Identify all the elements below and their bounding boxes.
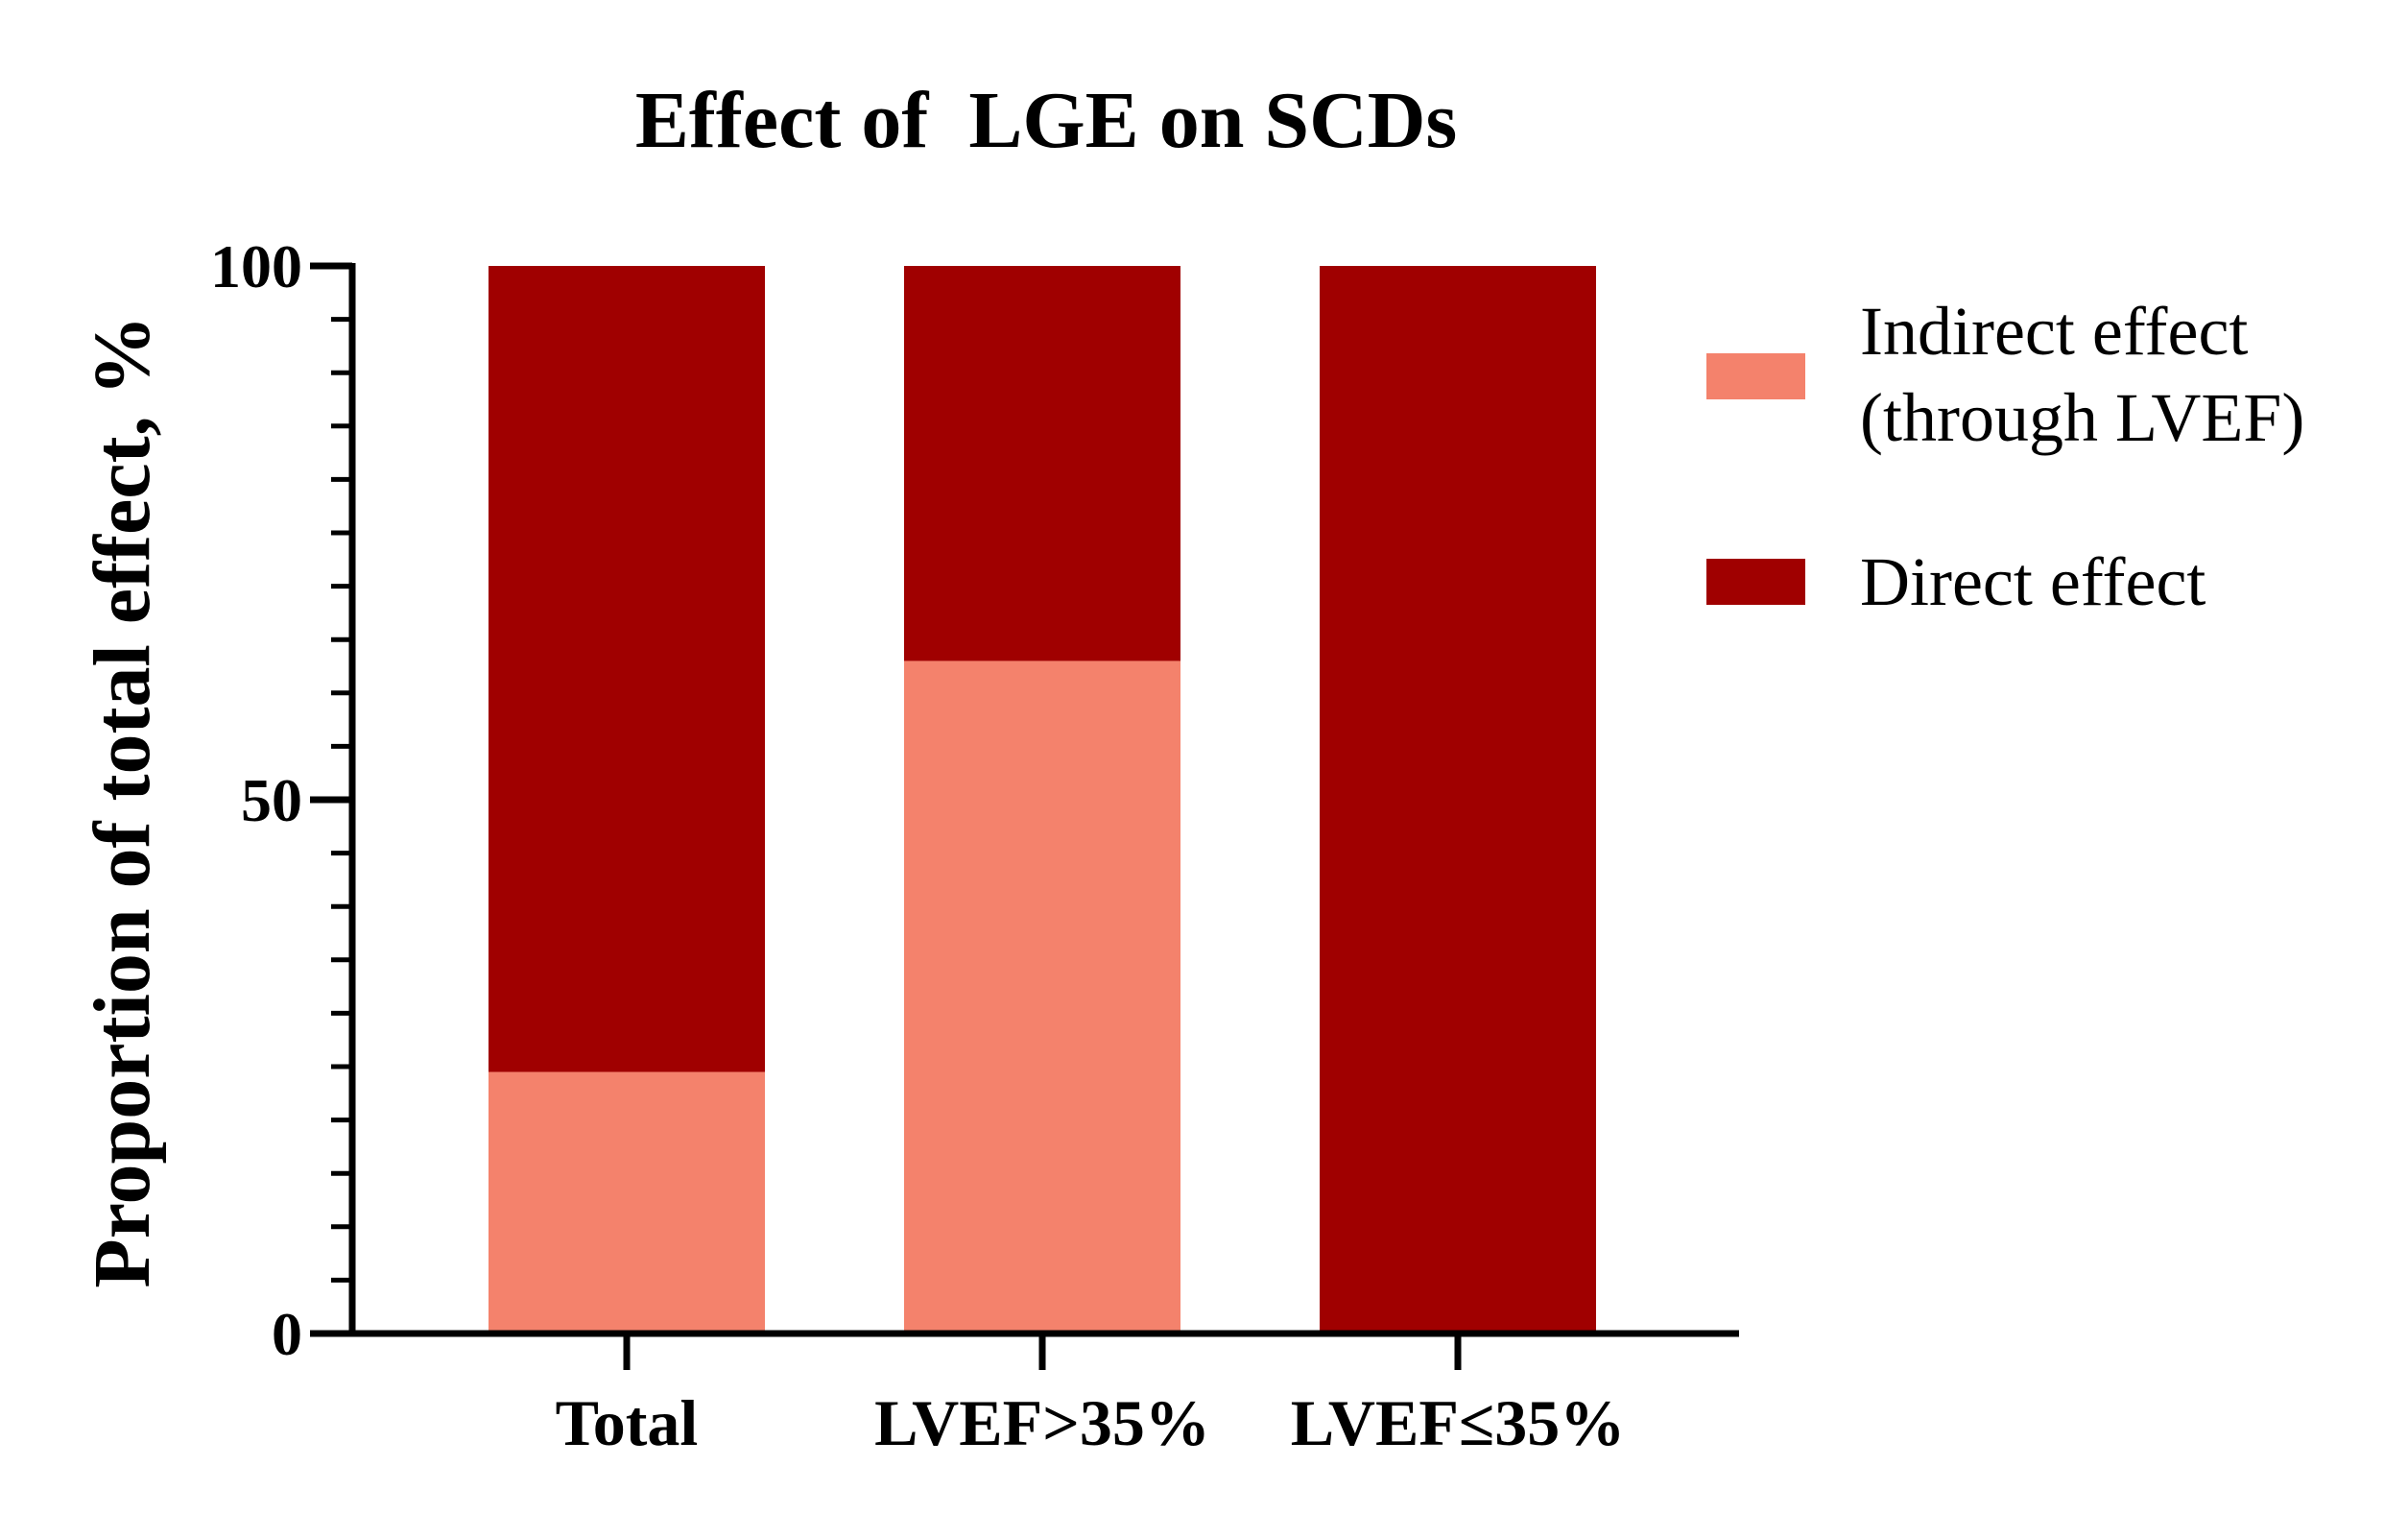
bar-direct-2 — [1320, 266, 1596, 1334]
bar-direct-1 — [904, 266, 1180, 661]
y-axis-label: Proportion of total effect, % — [78, 315, 167, 1287]
bar-direct-0 — [489, 266, 765, 1072]
legend-swatch — [1706, 353, 1805, 399]
legend-swatch — [1706, 559, 1805, 605]
axes-layer — [310, 262, 1739, 1370]
x-tick-label-2: LVEF≤35% — [1291, 1386, 1625, 1459]
x-tick-label-1: LVEF>35% — [874, 1386, 1210, 1459]
legend: Indirect effect (through LVEF) Direct effe… — [1706, 293, 2304, 620]
legend-item-direct: Direct effect — [1706, 543, 2205, 620]
x-tick-label-0: Total — [556, 1386, 699, 1459]
legend-label: Indirect effect — [1860, 293, 2248, 370]
x-tick-labels: Total LVEF>35% LVEF≤35% — [556, 1386, 1626, 1459]
y-tick-labels: 0 50 100 — [210, 232, 302, 1368]
y-tick-label-100: 100 — [210, 232, 302, 300]
y-tick-label-0: 0 — [272, 1300, 302, 1368]
bars-layer — [489, 266, 1596, 1334]
y-tick-label-50: 50 — [241, 766, 302, 834]
bar-indirect-1 — [904, 661, 1180, 1334]
legend-item-indirect: Indirect effect (through LVEF) — [1706, 293, 2304, 456]
legend-label: (through LVEF) — [1860, 379, 2304, 456]
legend-label: Direct effect — [1860, 543, 2205, 620]
bar-indirect-0 — [489, 1071, 765, 1334]
chart-title: Effect of LGE on SCDs — [635, 76, 1457, 165]
